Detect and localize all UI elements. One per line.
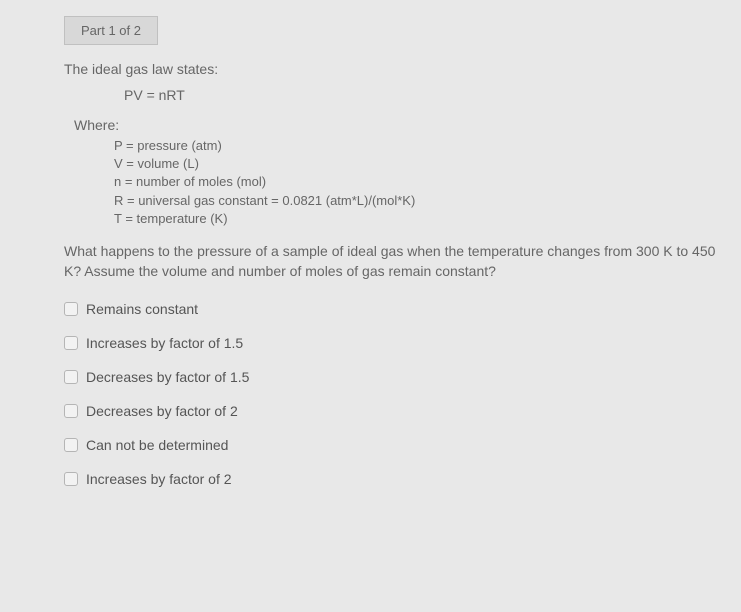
option-b[interactable]: Increases by factor of 1.5 <box>64 335 717 351</box>
option-label: Remains constant <box>86 301 198 317</box>
radio-icon[interactable] <box>64 472 78 486</box>
where-label: Where: <box>64 117 717 133</box>
option-label: Increases by factor of 1.5 <box>86 335 243 351</box>
def-t: T = temperature (K) <box>114 210 717 228</box>
option-d[interactable]: Decreases by factor of 2 <box>64 403 717 419</box>
question-content: The ideal gas law states: PV = nRT Where… <box>24 61 717 487</box>
radio-icon[interactable] <box>64 336 78 350</box>
intro-text: The ideal gas law states: <box>64 61 717 77</box>
variable-definitions: P = pressure (atm) V = volume (L) n = nu… <box>64 137 717 228</box>
part-tab[interactable]: Part 1 of 2 <box>64 16 158 45</box>
option-label: Decreases by factor of 2 <box>86 403 238 419</box>
radio-icon[interactable] <box>64 438 78 452</box>
option-label: Can not be determined <box>86 437 228 453</box>
radio-icon[interactable] <box>64 302 78 316</box>
question-text: What happens to the pressure of a sample… <box>64 242 717 281</box>
option-a[interactable]: Remains constant <box>64 301 717 317</box>
def-r: R = universal gas constant = 0.0821 (atm… <box>114 192 717 210</box>
option-e[interactable]: Can not be determined <box>64 437 717 453</box>
radio-icon[interactable] <box>64 404 78 418</box>
equation: PV = nRT <box>64 87 717 103</box>
option-f[interactable]: Increases by factor of 2 <box>64 471 717 487</box>
option-label: Decreases by factor of 1.5 <box>86 369 249 385</box>
def-v: V = volume (L) <box>114 155 717 173</box>
option-c[interactable]: Decreases by factor of 1.5 <box>64 369 717 385</box>
option-label: Increases by factor of 2 <box>86 471 232 487</box>
radio-icon[interactable] <box>64 370 78 384</box>
def-n: n = number of moles (mol) <box>114 173 717 191</box>
def-p: P = pressure (atm) <box>114 137 717 155</box>
